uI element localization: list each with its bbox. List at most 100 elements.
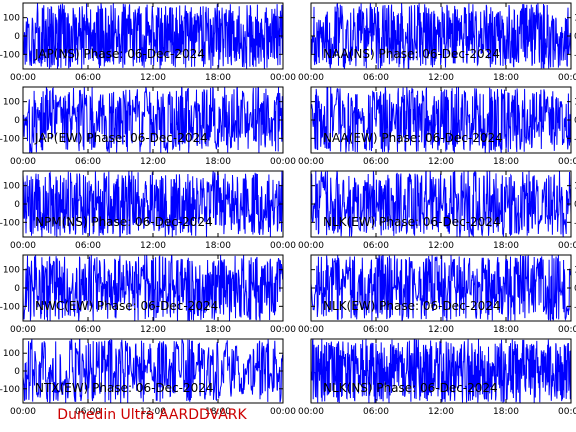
- x-tick-label: 12:00: [140, 241, 166, 251]
- chart-title: NTX(EW) Phase: 06-Dec-2024: [35, 381, 214, 395]
- x-tick-label: 00:00: [558, 241, 576, 251]
- x-tick-label: 06:00: [75, 157, 101, 167]
- chart-title: NWC(EW) Phase: 06-Dec-2024: [35, 299, 218, 313]
- y-tick-label: 100: [3, 266, 20, 276]
- x-tick-label: 00:00: [298, 157, 324, 167]
- phase-trace-line: [311, 3, 571, 69]
- x-tick-label: 12:00: [140, 157, 166, 167]
- x-tick-label: 00:00: [10, 157, 36, 167]
- phase-trace-line: [311, 255, 571, 321]
- x-tick-label: 00:00: [298, 407, 324, 417]
- phase-trace-line: [311, 171, 571, 237]
- phase-trace-line: [311, 87, 571, 153]
- x-tick-label: 00:00: [10, 73, 36, 83]
- x-tick-label: 18:00: [205, 241, 231, 251]
- y-tick-label: -100: [574, 50, 576, 60]
- x-tick-label: 06:00: [363, 325, 389, 335]
- y-tick-label: 0: [574, 32, 576, 42]
- y-tick-label: 100: [3, 349, 20, 359]
- x-tick-label: 06:00: [75, 73, 101, 83]
- y-tick-label: 100: [574, 98, 576, 108]
- y-tick-label: 0: [14, 116, 20, 126]
- x-tick-label: 00:00: [298, 73, 324, 83]
- x-tick-label: 18:00: [205, 325, 231, 335]
- x-tick-label: 00:00: [298, 241, 324, 251]
- footer-label: Dunedin Ultra AARDDVARK: [57, 407, 247, 423]
- x-tick-label: 12:00: [140, 407, 166, 417]
- x-tick-label: 00:00: [298, 325, 324, 335]
- chart-panel: 00:00 06:00 12:00 18:00 00:00 100 0 -100 NPM(NS)…: [0, 170, 296, 251]
- chart-title: JAP(EW) Phase: 06-Dec-2024: [34, 131, 208, 145]
- y-tick-label: 0: [14, 200, 20, 210]
- chart-panel: 00:00 06:00 12:00 18:00 00:00 100 0 -100 JAP(EW)…: [0, 86, 296, 167]
- y-tick-label: 100: [3, 14, 20, 24]
- chart-title: JAP(NS) Phase: 06-Dec-2024: [34, 47, 205, 61]
- chart-title: NLK(EW) Phase: 06-Dec-2024: [323, 215, 501, 229]
- y-tick-label: 100: [3, 182, 20, 192]
- x-tick-label: 00:00: [270, 241, 296, 251]
- y-tick-label: 0: [574, 116, 576, 126]
- x-tick-label: 06:00: [75, 325, 101, 335]
- chart-panel: 00:00 06:00 12:00 18:00 00:00 100 0 -100 JAP(NS)…: [0, 2, 296, 83]
- phase-trace-line: [23, 171, 283, 237]
- y-tick-label: -100: [0, 218, 20, 228]
- x-tick-label: 18:00: [493, 325, 519, 335]
- y-tick-label: -100: [0, 302, 20, 312]
- x-tick-label: 00:00: [270, 407, 296, 417]
- phase-trace-line: [23, 3, 283, 69]
- chart-title: NLK(NS) Phase: 06-Dec-2024: [323, 381, 498, 395]
- y-tick-label: 100: [3, 98, 20, 108]
- chart-panel: 00:00 06:00 12:00 18:00 00:00 100 0 -100 NWC(EW)…: [0, 254, 296, 335]
- y-tick-label: 100: [574, 266, 576, 276]
- x-tick-label: 12:00: [428, 157, 454, 167]
- y-tick-label: 0: [14, 32, 20, 42]
- x-tick-label: 06:00: [363, 157, 389, 167]
- y-tick-label: 0: [14, 284, 20, 294]
- chart-panel: 00:00 06:00 12:00 18:00 00:00 100 0 -100 NTX(EW)…: [0, 338, 296, 417]
- phase-trace-line: [23, 255, 283, 321]
- y-tick-label: 100: [574, 14, 576, 24]
- x-tick-label: 12:00: [428, 325, 454, 335]
- y-tick-label: 0: [14, 367, 20, 377]
- chart-panel: 00:00 06:00 12:00 18:00 00:00 100 0 -100 NLK(EW)…: [298, 254, 576, 335]
- x-tick-label: 18:00: [493, 157, 519, 167]
- x-tick-label: 18:00: [493, 241, 519, 251]
- x-tick-label: 00:00: [558, 325, 576, 335]
- x-tick-label: 06:00: [363, 241, 389, 251]
- x-tick-label: 00:00: [270, 325, 296, 335]
- x-tick-label: 12:00: [428, 241, 454, 251]
- x-tick-label: 00:00: [558, 407, 576, 417]
- y-tick-label: -100: [0, 50, 20, 60]
- x-tick-label: 18:00: [493, 407, 519, 417]
- chart-title: NAA(EW) Phase: 06-Dec-2024: [323, 131, 503, 145]
- x-tick-label: 18:00: [205, 157, 231, 167]
- x-tick-label: 00:00: [270, 157, 296, 167]
- x-tick-label: 18:00: [493, 73, 519, 83]
- x-tick-label: 06:00: [363, 73, 389, 83]
- chart-title: NLK(EW) Phase: 06-Dec-2024: [323, 299, 501, 313]
- x-tick-label: 12:00: [140, 73, 166, 83]
- x-tick-label: 06:00: [363, 407, 389, 417]
- x-tick-label: 00:00: [10, 407, 36, 417]
- phase-trace-line: [23, 87, 283, 153]
- chart-panel: 00:00 06:00 12:00 18:00 00:00 100 0 -100 NAA(NS)…: [298, 2, 576, 83]
- x-tick-label: 00:00: [270, 73, 296, 83]
- x-tick-label: 06:00: [75, 241, 101, 251]
- x-tick-label: 00:00: [558, 73, 576, 83]
- x-tick-label: 12:00: [428, 73, 454, 83]
- y-tick-label: -100: [574, 134, 576, 144]
- chart-title: NAA(NS) Phase: 06-Dec-2024: [323, 47, 500, 61]
- y-tick-label: -100: [574, 218, 576, 228]
- y-tick-label: 0: [574, 284, 576, 294]
- chart-panel: 00:00 06:00 12:00 18:00 00:00 100 0 -100 NLK(EW)…: [298, 170, 576, 251]
- chart-panel: 00:00 06:00 12:00 18:00 00:00 100 0 -100 NAA(EW)…: [298, 86, 576, 167]
- y-tick-label: -100: [574, 302, 576, 312]
- x-tick-label: 00:00: [558, 157, 576, 167]
- x-tick-label: 06:00: [75, 407, 101, 417]
- x-tick-label: 00:00: [10, 325, 36, 335]
- y-tick-label: -100: [0, 385, 20, 395]
- x-tick-label: 12:00: [428, 407, 454, 417]
- chart-title: NPM(NS) Phase: 06-Dec-2024: [35, 215, 213, 229]
- x-tick-label: 12:00: [140, 325, 166, 335]
